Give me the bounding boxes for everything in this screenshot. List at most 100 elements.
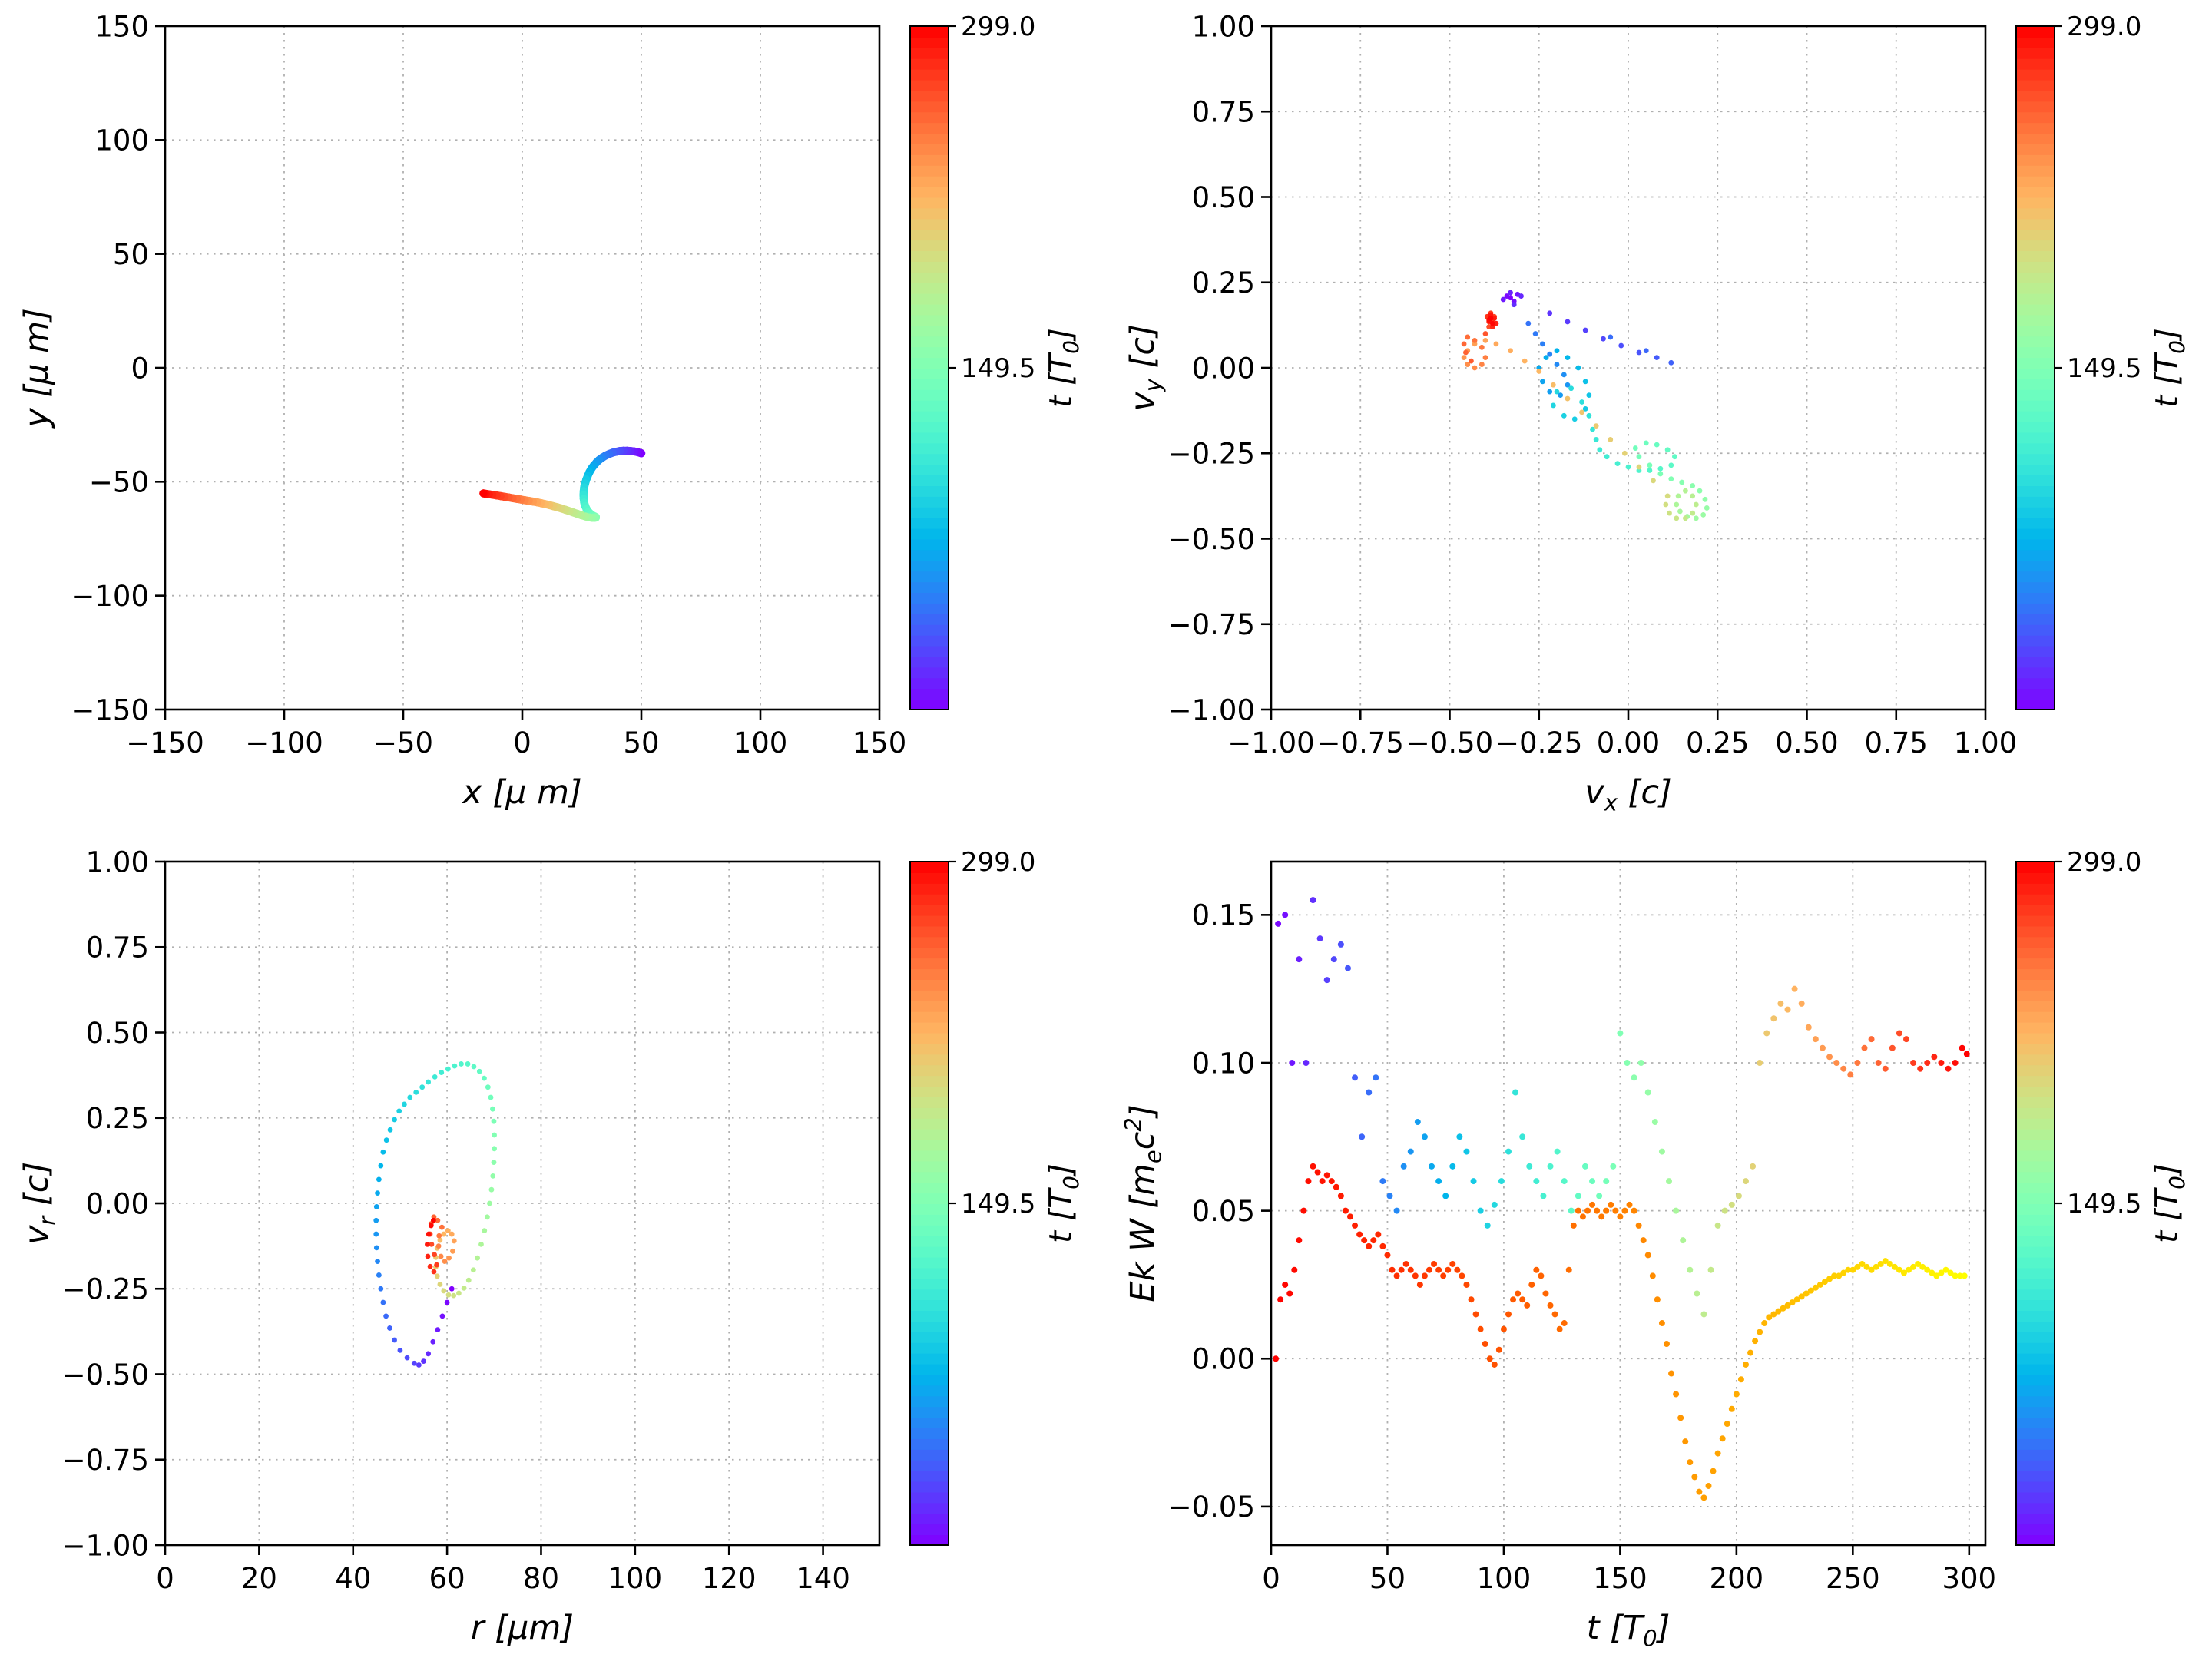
colorbar-gradient [2016, 517, 2055, 529]
data-point [1426, 1266, 1432, 1273]
data-point [1533, 1266, 1540, 1273]
colorbar-gradient [2016, 549, 2055, 561]
colorbar-gradient [910, 538, 949, 551]
data-point [1647, 468, 1653, 473]
data-point [1593, 423, 1599, 429]
data-point [1393, 1272, 1400, 1279]
data-point [1479, 362, 1485, 367]
data-point [1538, 1272, 1545, 1279]
data-point [1798, 1293, 1805, 1300]
data-point [1449, 1163, 1456, 1170]
data-point [1512, 1089, 1519, 1096]
data-point [1352, 1074, 1359, 1081]
data-point [425, 1242, 430, 1247]
data-point [1617, 1213, 1624, 1220]
data-point [1407, 1266, 1414, 1273]
data-point [1690, 483, 1696, 488]
data-point [1840, 1269, 1847, 1276]
y-axis-label: vy [c] [1124, 324, 1166, 412]
data-point [1683, 515, 1688, 521]
colorbar-gradient [910, 1470, 949, 1482]
colorbar-gradient [2016, 1310, 2055, 1322]
colorbar-gradient [2016, 197, 2055, 209]
data-point [461, 1285, 467, 1291]
data-point [404, 1355, 410, 1361]
data-point [1889, 1044, 1896, 1051]
data-point [435, 1327, 441, 1333]
data-point [1346, 1213, 1353, 1220]
data-point [1342, 1207, 1349, 1214]
data-point [1803, 1290, 1810, 1297]
data-point [1568, 385, 1574, 392]
colorbar-gradient [2016, 1331, 2055, 1343]
colorbar-gradient [2016, 79, 2055, 91]
data-point [1291, 1266, 1298, 1273]
data-point [1472, 1311, 1479, 1318]
colorbar-gradient [910, 1139, 949, 1151]
colorbar-gradient [2016, 346, 2055, 359]
y-tick-label: 0.10 [1192, 1047, 1255, 1080]
data-point [1282, 912, 1289, 918]
data-point [1482, 338, 1488, 343]
data-point [1651, 478, 1656, 484]
data-point [1589, 1178, 1596, 1185]
colorbar-gradient [910, 936, 949, 948]
data-point [439, 1070, 445, 1075]
data-point [1714, 1450, 1721, 1457]
data-point [1807, 1287, 1814, 1294]
data-point [1654, 442, 1660, 448]
colorbar-gradient [2016, 1459, 2055, 1471]
x-tick-label: −1.00 [1227, 726, 1314, 759]
data-point [1373, 1074, 1379, 1081]
data-point [1421, 1133, 1428, 1140]
data-point [1412, 1272, 1419, 1279]
data-point [488, 1094, 494, 1100]
data-point [1658, 1148, 1665, 1155]
data-point [1654, 1296, 1661, 1303]
colorbar-gradient [910, 453, 949, 465]
data-point [425, 1253, 431, 1259]
data-point [449, 1231, 455, 1237]
data-point [1635, 1222, 1642, 1229]
x-tick-label: 0.00 [1597, 726, 1660, 759]
data-point [1668, 1370, 1675, 1377]
data-point [1500, 296, 1506, 303]
colorbar-tick-label: 299.0 [2067, 847, 2141, 878]
data-point [430, 1217, 436, 1223]
colorbar-gradient [2016, 357, 2055, 369]
y-tick-label: 0 [131, 352, 149, 385]
data-point [1625, 464, 1631, 470]
colorbar-gradient [910, 164, 949, 177]
x-tick-label: −50 [373, 726, 433, 759]
colorbar-gradient [910, 645, 949, 657]
data-point [1486, 1355, 1493, 1362]
colorbar-gradient [910, 421, 949, 433]
data-point [1540, 1193, 1547, 1199]
colorbar-gradient [2016, 1021, 2055, 1034]
colorbar-gradient [910, 207, 949, 220]
colorbar-gradient [910, 368, 949, 379]
data-point [1952, 1059, 1959, 1066]
colorbar-gradient [2016, 925, 2055, 938]
data-point [1961, 1272, 1968, 1279]
data-point [1854, 1263, 1861, 1270]
colorbar-gradient [910, 133, 949, 144]
data-point [1826, 1276, 1833, 1282]
data-point [380, 1149, 386, 1155]
data-point [1305, 1178, 1312, 1185]
colorbar-gradient [2016, 1139, 2055, 1151]
data-point [1728, 1405, 1735, 1412]
data-point [1658, 1320, 1665, 1327]
colorbar-gradient [910, 1171, 949, 1183]
data-point [490, 1106, 495, 1112]
data-point [1581, 1163, 1588, 1170]
colorbar-gradient [2016, 453, 2055, 465]
colorbar-gradient [2016, 271, 2055, 283]
colorbar-gradient [2016, 1363, 2055, 1375]
data-point [1861, 1044, 1868, 1051]
colorbar-gradient [2016, 1374, 2055, 1386]
data-point [1903, 1036, 1910, 1043]
data-point [1586, 392, 1592, 398]
data-point [392, 1337, 397, 1343]
colorbar-gradient [910, 699, 949, 710]
